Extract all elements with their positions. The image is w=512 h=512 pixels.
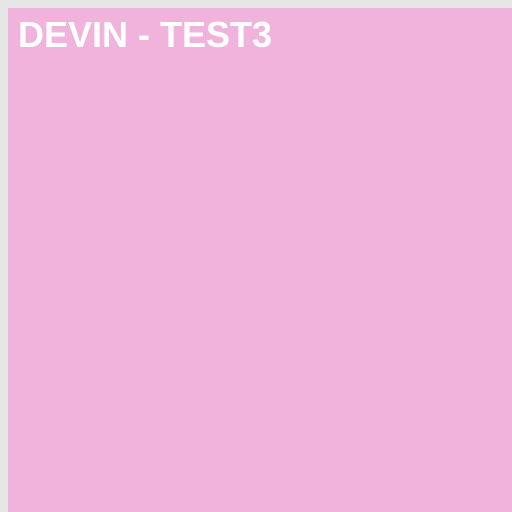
content-panel: DEVIN - TEST3 [8, 8, 512, 512]
panel-title: DEVIN - TEST3 [18, 14, 273, 55]
